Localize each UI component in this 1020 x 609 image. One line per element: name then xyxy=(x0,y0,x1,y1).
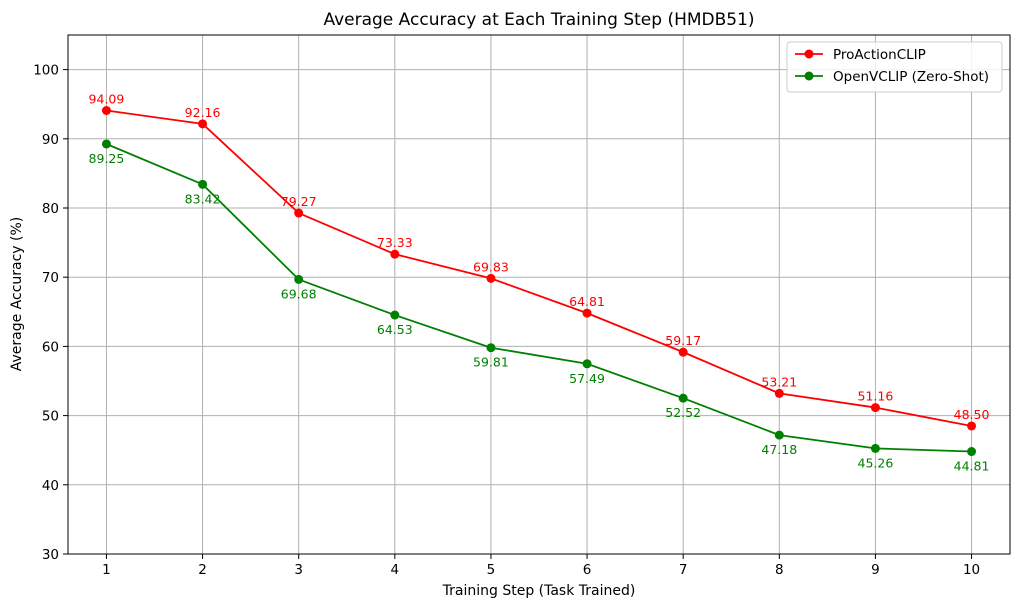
data-label-series-1: 52.52 xyxy=(665,405,701,420)
data-point-series-1 xyxy=(582,359,592,369)
data-label-series-0: 73.33 xyxy=(377,235,413,250)
y-axis-label: Average Accuracy (%) xyxy=(9,217,25,372)
data-point-series-0 xyxy=(198,119,208,129)
data-point-series-1 xyxy=(390,310,400,320)
data-label-series-0: 92.16 xyxy=(185,105,221,120)
data-point-series-0 xyxy=(870,403,880,413)
x-tick-label: 3 xyxy=(294,562,303,578)
y-tick-label: 60 xyxy=(42,339,59,355)
data-point-series-1 xyxy=(294,274,304,284)
data-label-series-0: 79.27 xyxy=(281,194,317,209)
data-label-series-0: 64.81 xyxy=(569,294,605,309)
x-tick-label: 9 xyxy=(871,562,880,578)
data-point-series-1 xyxy=(870,443,880,453)
data-point-series-1 xyxy=(678,393,688,403)
x-tick-label: 8 xyxy=(775,562,784,578)
plot-area-frame xyxy=(67,34,1011,555)
y-tick-label: 30 xyxy=(42,547,59,563)
data-label-series-1: 83.42 xyxy=(185,191,221,206)
legend-label-openvclip: OpenVCLIP (Zero-Shot) xyxy=(833,69,989,85)
data-point-series-0 xyxy=(294,208,304,218)
x-tick-label: 1 xyxy=(102,562,111,578)
data-point-series-0 xyxy=(101,105,111,115)
data-label-series-0: 59.17 xyxy=(665,333,701,348)
data-point-series-0 xyxy=(774,388,784,398)
data-point-series-0 xyxy=(486,273,496,283)
series-line-1 xyxy=(106,143,972,453)
data-label-series-0: 51.16 xyxy=(858,389,894,404)
data-point-series-1 xyxy=(774,430,784,440)
data-point-series-0 xyxy=(390,249,400,259)
chart-title: Average Accuracy at Each Training Step (… xyxy=(323,10,754,30)
data-label-series-0: 69.83 xyxy=(473,259,509,274)
data-point-series-1 xyxy=(101,139,111,149)
y-tick-label: 100 xyxy=(33,63,59,79)
data-label-series-0: 48.50 xyxy=(954,407,990,422)
data-label-series-1: 44.81 xyxy=(954,459,990,474)
data-point-series-0 xyxy=(582,308,592,318)
y-tick-label: 70 xyxy=(42,270,59,286)
y-tick-label: 50 xyxy=(42,409,59,425)
data-label-series-1: 45.26 xyxy=(858,455,894,470)
x-axis-label: Training Step (Task Trained) xyxy=(442,583,636,599)
x-tick-label: 7 xyxy=(679,562,688,578)
data-point-series-1 xyxy=(967,447,977,457)
data-label-series-1: 47.18 xyxy=(761,442,797,457)
x-tick-label: 5 xyxy=(487,562,496,578)
x-tick-label: 4 xyxy=(391,562,400,578)
legend-box xyxy=(786,41,1003,93)
series-group xyxy=(101,105,977,457)
legend-marker-proactionclip xyxy=(804,49,814,59)
x-tick-label: 2 xyxy=(198,562,207,578)
data-label-series-0: 94.09 xyxy=(89,91,125,106)
legend-marker-openvclip xyxy=(804,71,814,81)
axis-ticks: 1 2 3 4 5 6 7 8 9 10 30 40 50 60 70 80 90 100 xyxy=(33,63,980,578)
data-point-series-1 xyxy=(198,179,208,189)
x-tick-label: 10 xyxy=(963,562,980,578)
data-label-series-0: 53.21 xyxy=(761,374,797,389)
data-point-series-0 xyxy=(967,421,977,431)
data-label-series-1: 69.68 xyxy=(281,286,317,301)
data-labels: 94.09 92.16 79.27 73.33 69.83 64.81 59.17 53.21… xyxy=(89,91,990,473)
y-tick-label: 90 xyxy=(42,132,59,148)
data-label-series-1: 59.81 xyxy=(473,355,509,370)
data-point-series-1 xyxy=(486,343,496,353)
series-line-0 xyxy=(106,109,972,427)
legend: ProActionCLIP OpenVCLIP (Zero-Shot) xyxy=(786,41,1003,93)
y-tick-label: 40 xyxy=(42,478,59,494)
x-tick-label: 6 xyxy=(583,562,592,578)
data-point-series-0 xyxy=(678,347,688,357)
legend-label-proactionclip: ProActionCLIP xyxy=(833,47,926,63)
data-label-series-1: 64.53 xyxy=(377,322,413,337)
data-label-series-1: 89.25 xyxy=(89,151,125,166)
y-tick-label: 80 xyxy=(42,201,59,217)
data-label-series-1: 57.49 xyxy=(569,371,605,386)
